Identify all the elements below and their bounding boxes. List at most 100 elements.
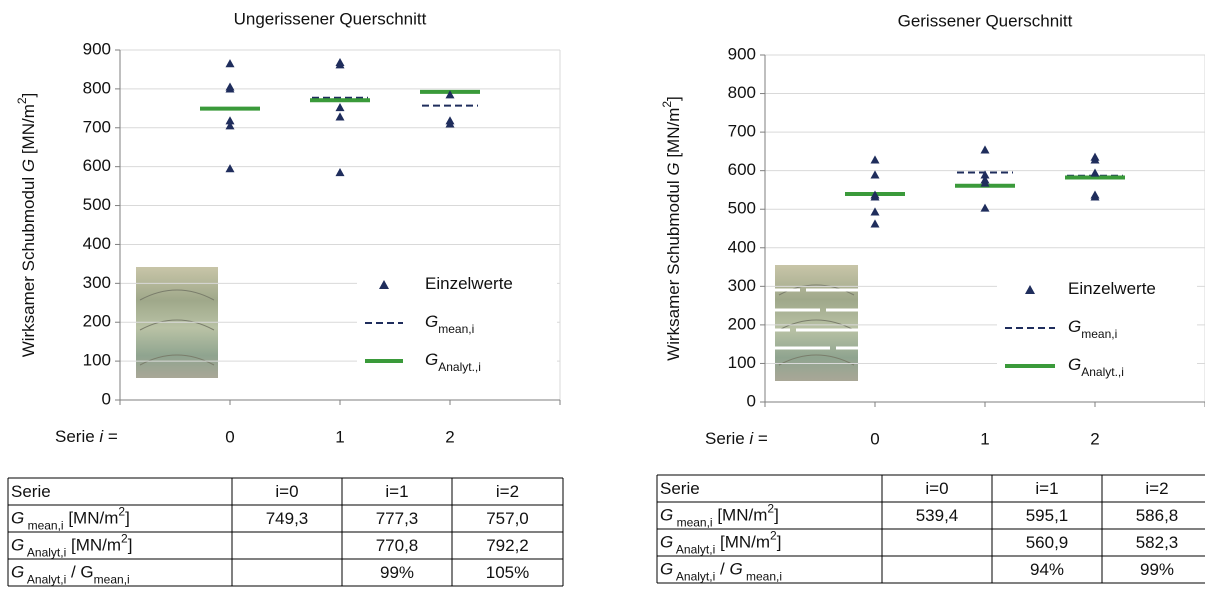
y-axis-label: Wirksamer Schubmodul G [MN/m2]: [660, 96, 683, 361]
table-row-label: G mean,i [MN/m2]: [11, 505, 130, 533]
text-part: 2: [770, 529, 777, 543]
data-point: [335, 103, 345, 112]
text-part: G: [664, 162, 683, 175]
data-point: [870, 155, 880, 164]
legend-label: GAnalyt.,i: [1068, 355, 1124, 379]
table-row-label: G Analyt,i [MN/m2]: [660, 529, 781, 557]
y-tick-label: 0: [747, 391, 756, 410]
table-cell: 770,8: [376, 536, 419, 555]
text-part: G: [1068, 355, 1081, 374]
data-point: [870, 192, 880, 201]
table-header: i=2: [1145, 479, 1168, 498]
text-part: Analyt,i: [24, 546, 66, 560]
text-part: [MN/m: [664, 108, 683, 163]
y-tick-label: 400: [728, 237, 756, 256]
y-tick-label: 900: [83, 39, 111, 58]
data-point: [335, 112, 345, 121]
table-row-label: G Analyt,i [MN/m2]: [11, 532, 132, 560]
table-header: Serie: [11, 482, 51, 501]
text-part: ]: [777, 533, 782, 552]
text-part: G: [11, 536, 24, 555]
y-tick-label: 800: [83, 78, 111, 97]
text-part: [MN/m: [19, 104, 38, 159]
y-tick-label: 300: [83, 273, 111, 292]
text-part: G: [19, 159, 38, 172]
x-axis-label: Serie i =: [55, 427, 118, 446]
data-point: [870, 170, 880, 179]
legend-box: [357, 265, 557, 389]
y-tick-label: 300: [728, 276, 756, 295]
chart-title: Ungerissener Querschnitt: [234, 9, 427, 28]
table-cell: 586,8: [1136, 506, 1179, 525]
y-tick-label: 0: [102, 389, 111, 408]
text-part: mean,i: [438, 322, 474, 336]
text-part: ]: [128, 536, 133, 555]
text-part: =: [103, 427, 118, 446]
legend-label: GAnalyt.,i: [425, 350, 481, 374]
text-part: Analyt.,i: [438, 360, 481, 374]
y-tick-label: 700: [83, 117, 111, 136]
data-point: [870, 207, 880, 216]
data-point: [1090, 155, 1100, 164]
legend-label: Gmean,i: [1068, 317, 1117, 341]
text-part: mean,i: [743, 570, 782, 584]
table-row-label: G mean,i [MN/m2]: [660, 502, 779, 530]
text-part: Analyt.,i: [1081, 365, 1124, 379]
text-part: Serie: [55, 427, 99, 446]
y-tick-label: 400: [83, 234, 111, 253]
text-part: 2: [660, 101, 674, 108]
text-part: mean,i: [94, 573, 130, 587]
text-part: [MN/m: [715, 533, 770, 552]
y-tick-label: 600: [728, 160, 756, 179]
text-part: Serie: [705, 429, 749, 448]
text-part: mean,i: [24, 519, 63, 533]
y-tick-label: 200: [83, 312, 111, 331]
table-header: i=0: [925, 479, 948, 498]
text-part: i: [749, 429, 754, 448]
text-part: Wirksamer Schubmodul: [19, 172, 38, 357]
data-point: [225, 84, 235, 93]
text-part: G: [660, 506, 673, 525]
table-cell: 99%: [1140, 560, 1174, 579]
text-part: ]: [125, 509, 130, 528]
table-cell: 105%: [486, 563, 529, 582]
data-point: [335, 60, 345, 69]
photo-right: [775, 265, 858, 381]
text-part: G: [11, 563, 24, 582]
text-part: =: [753, 429, 768, 448]
y-tick-label: 500: [728, 199, 756, 218]
table-header: Serie: [660, 479, 700, 498]
table-cell: 560,9: [1026, 533, 1069, 552]
data-point: [445, 90, 455, 99]
data-point: [980, 203, 990, 212]
data-point: [980, 170, 990, 179]
legend-label: Einzelwerte: [1068, 279, 1156, 298]
data-point: [870, 219, 880, 228]
legend-label: Einzelwerte: [425, 274, 513, 293]
text-part: [MN/m: [64, 509, 119, 528]
text-part: mean,i: [673, 516, 712, 530]
table-header: i=0: [275, 482, 298, 501]
text-part: G: [660, 560, 673, 579]
text-part: i: [99, 427, 104, 446]
table-cell: 582,3: [1136, 533, 1179, 552]
text-part: G: [425, 350, 438, 369]
legend-swatch: [379, 280, 389, 289]
text-part: 2: [121, 532, 128, 546]
data-point: [225, 164, 235, 173]
text-part: G: [660, 533, 673, 552]
text-part: ]: [19, 93, 38, 98]
table-header: i=1: [1035, 479, 1058, 498]
table-cell: 749,3: [266, 509, 309, 528]
y-tick-label: 600: [83, 156, 111, 175]
table-cell: 94%: [1030, 560, 1064, 579]
y-tick-label: 200: [728, 314, 756, 333]
table-cell: 99%: [380, 563, 414, 582]
table-row-label: G Analyt,i / G mean,i: [660, 560, 782, 584]
x-tick-label: 1: [980, 429, 989, 448]
text-part: mean,i: [1081, 327, 1117, 341]
table-cell: 539,4: [916, 506, 959, 525]
y-tick-label: 100: [83, 351, 111, 370]
text-part: G: [425, 312, 438, 331]
